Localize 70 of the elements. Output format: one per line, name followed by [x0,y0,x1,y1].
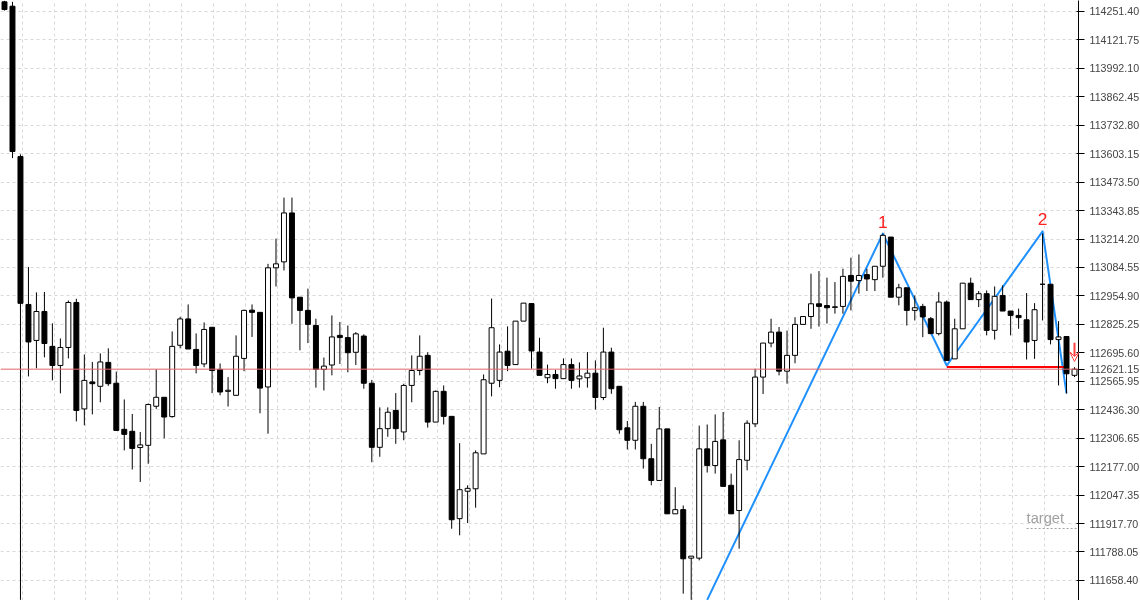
y-tick-label: 112177.00 [1089,460,1140,473]
candlestick [217,362,224,396]
ref-line-label: 112621.15 [1089,363,1140,376]
candlestick [225,376,232,407]
y-tick-label: 113732.80 [1089,119,1140,132]
candlestick [808,273,814,330]
candlestick [121,398,128,451]
candlestick [895,283,902,306]
annotation: 2 [1037,209,1048,230]
candlestick [816,270,822,328]
candlestick [999,284,1006,312]
candlestick [919,303,926,338]
candlestick [784,330,791,385]
candlestick [847,257,854,311]
y-tick-label: 112436.30 [1089,403,1140,416]
y-tick-label: 113343.85 [1089,204,1140,217]
y-tick-label: 113603.15 [1089,147,1140,160]
candlestick [161,396,168,439]
annotation: 1 [878,211,888,232]
candlestick [376,406,383,458]
candlestick [304,288,311,344]
candlestick [416,334,423,376]
candlestick [903,287,910,327]
candlestick [768,318,775,348]
candlestick [320,357,327,391]
candlestick [273,238,279,287]
candlestick [823,277,830,325]
y-tick-label: 113473.50 [1089,176,1140,189]
y-tick-label: 113084.55 [1089,261,1140,274]
candlestick [105,347,112,387]
candlestick [249,303,256,338]
y-tick-label: 112565.95 [1089,375,1140,388]
y-tick-label: 111658.40 [1089,574,1139,587]
candlestick [911,294,918,321]
candlestick [831,281,838,315]
ref-line-label: target [1026,509,1065,526]
y-tick-label: 114251.40 [1089,5,1140,18]
y-tick-label: 113214.20 [1089,233,1140,246]
y-tick-label: 112825.25 [1089,318,1140,331]
candlestick [688,555,695,600]
y-tick-label: 111788.05 [1089,545,1139,558]
y-tick-label: 111917.70 [1089,517,1139,530]
candlestick [352,331,359,366]
candlestick [129,413,136,470]
candlestick [871,265,878,292]
line-series [706,230,1068,600]
candlestick [137,431,144,483]
y-tick-label: 113992.10 [1089,62,1140,75]
candlestick [336,321,343,365]
candlestick [153,368,160,410]
y-tick-label: 112954.90 [1089,289,1140,302]
y-tick-label: 112306.65 [1089,432,1140,445]
y-tick-label: 114121.75 [1089,33,1140,46]
candlestick [384,406,391,438]
candlestick [624,420,631,451]
candlestick [344,325,351,373]
candlestick [967,277,974,301]
candlestick [89,361,96,415]
candlestick [648,443,655,486]
candlestick [193,332,200,374]
candlestick [704,423,711,474]
candlestick [672,486,679,515]
candlestick [408,354,415,403]
candlestick [863,268,870,292]
y-tick-label: 113862.45 [1089,90,1140,103]
candlestick [392,392,399,445]
y-tick-label: 112047.35 [1089,489,1140,502]
candlestick [855,253,862,295]
y-tick-label: 112695.60 [1089,346,1140,359]
candlestick [296,296,303,351]
